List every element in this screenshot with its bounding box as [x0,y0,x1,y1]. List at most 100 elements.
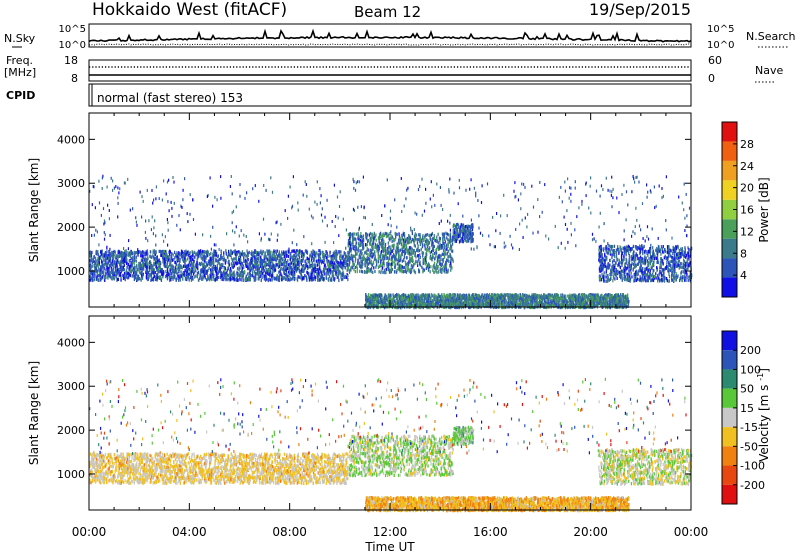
range-cell [649,269,651,273]
range-cell [459,231,462,235]
range-cell [107,256,109,260]
range-cell [605,271,607,275]
range-cell [382,256,384,260]
range-cell [433,252,435,256]
range-cell [248,271,250,275]
range-cell [396,258,398,262]
range-cell [215,252,218,256]
range-cell [379,237,381,241]
range-cell [302,265,304,269]
range-cell [187,250,189,254]
range-cell [109,274,111,279]
range-cell [675,272,677,276]
range-cell [332,257,335,261]
range-cell [329,261,331,265]
range-cell [426,242,428,246]
range-cell [89,264,91,268]
range-cell [639,250,641,254]
range-cell [166,277,169,281]
range-cell [347,244,350,248]
range-cell [152,255,154,259]
range-cell [410,246,412,250]
range-cell [466,230,469,235]
range-cell [618,264,621,268]
range-cell [198,254,200,258]
range-cell [381,236,384,240]
range-cell [407,252,409,256]
range-cell [441,262,443,266]
range-cell [308,264,311,268]
range-cell [96,250,98,254]
range-cell [290,252,292,256]
range-cell [364,251,366,255]
range-cell [384,248,386,252]
range-cell [141,254,144,258]
range-cell [261,262,263,266]
range-cell [262,269,265,273]
range-cell [462,223,464,227]
range-cell [206,278,208,282]
range-cell [282,266,285,270]
range-cell [353,247,355,251]
range-cell [116,265,118,269]
range-cell [442,239,444,243]
range-cell [129,254,131,258]
range-cell [449,237,452,241]
range-cell [600,249,602,253]
range-cell [615,248,617,252]
range-cell [122,254,124,258]
range-cell [433,261,436,265]
range-cell [434,238,436,242]
range-cell [108,249,110,254]
range-cell [126,272,128,276]
range-cell [270,259,272,264]
range-cell [414,261,416,265]
range-cell [163,249,165,253]
range-cell [214,269,217,273]
range-cell [98,268,100,272]
range-cell [614,263,616,267]
range-cell [180,274,182,278]
range-cell [625,278,627,282]
range-cell [683,274,685,279]
range-cell [456,231,459,235]
range-cell [112,268,115,272]
range-cell [301,250,303,254]
range-cell [391,268,394,272]
cpid-value: normal (fast stereo) 153 [97,91,243,105]
range-cell [296,249,298,253]
range-cell [371,270,373,274]
range-cell [322,253,324,257]
range-cell [432,247,434,251]
range-cell [264,271,267,275]
range-cell [674,251,676,256]
range-cell [277,275,279,279]
range-cell [421,265,423,269]
range-cell [132,271,135,275]
range-cell [146,263,148,267]
range-cell [150,255,152,259]
range-cell [139,277,141,281]
range-cell [261,275,263,279]
range-cell [629,255,631,259]
range-cell [167,265,170,269]
range-cell [633,273,635,277]
range-cell [226,273,228,277]
range-cell [158,258,160,262]
range-cell [343,257,345,261]
range-cell [348,232,351,236]
range-cell [271,254,273,258]
range-cell [447,254,449,259]
range-cell [262,263,264,267]
range-cell [257,270,259,274]
range-cell [344,257,346,261]
range-cell [159,266,161,270]
range-cell [269,278,272,282]
range-cell [296,258,298,263]
range-cell [659,260,662,264]
range-cell [279,270,282,274]
range-cell [678,249,680,253]
range-cell [341,263,343,267]
range-cell [685,275,687,279]
range-cell [661,273,663,277]
